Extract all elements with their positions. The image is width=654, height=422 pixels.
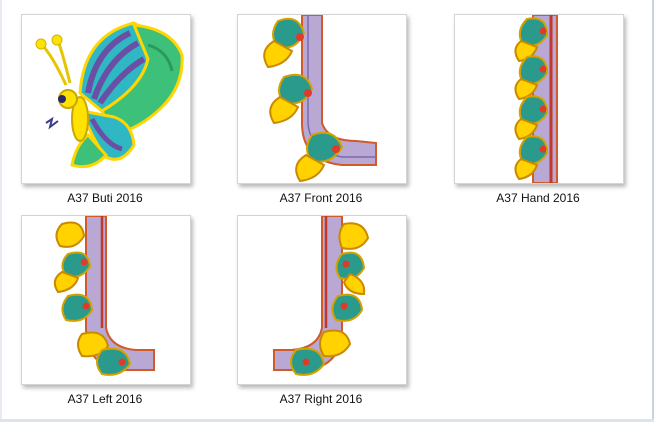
motif-group	[53, 221, 132, 376]
motif-group	[514, 17, 549, 181]
right-neck-embroidery-image	[273, 216, 370, 376]
file-item-left[interactable]: A37 Left 2016	[15, 215, 195, 410]
thumbnail-buti	[21, 14, 191, 184]
hand-border-embroidery-image	[514, 15, 558, 183]
butterfly-embroidery-image	[35, 21, 184, 169]
front-neck-embroidery-image	[263, 15, 377, 183]
thumbnail-left	[21, 215, 191, 385]
file-name-label: A37 Buti 2016	[67, 191, 143, 205]
file-item-buti[interactable]: A37 Buti 2016	[15, 14, 195, 209]
window-border-right	[652, 0, 654, 422]
file-name-label: A37 Front 2016	[279, 191, 363, 205]
thumbnail-front	[237, 14, 407, 184]
window-border-left	[0, 0, 2, 422]
motif-group	[290, 222, 370, 376]
left-neck-embroidery-image	[53, 216, 155, 376]
file-name-label: A37 Right 2016	[279, 392, 363, 406]
file-item-hand[interactable]: A37 Hand 2016	[448, 14, 628, 209]
file-item-front[interactable]: A37 Front 2016	[231, 14, 411, 209]
thumbnail-right	[237, 215, 407, 385]
window-border-bottom	[0, 419, 654, 422]
file-name-label: A37 Left 2016	[67, 392, 143, 406]
file-name-label: A37 Hand 2016	[496, 191, 580, 205]
file-item-right[interactable]: A37 Right 2016	[231, 215, 411, 410]
thumbnail-hand	[454, 14, 624, 184]
motif-group	[263, 17, 344, 183]
